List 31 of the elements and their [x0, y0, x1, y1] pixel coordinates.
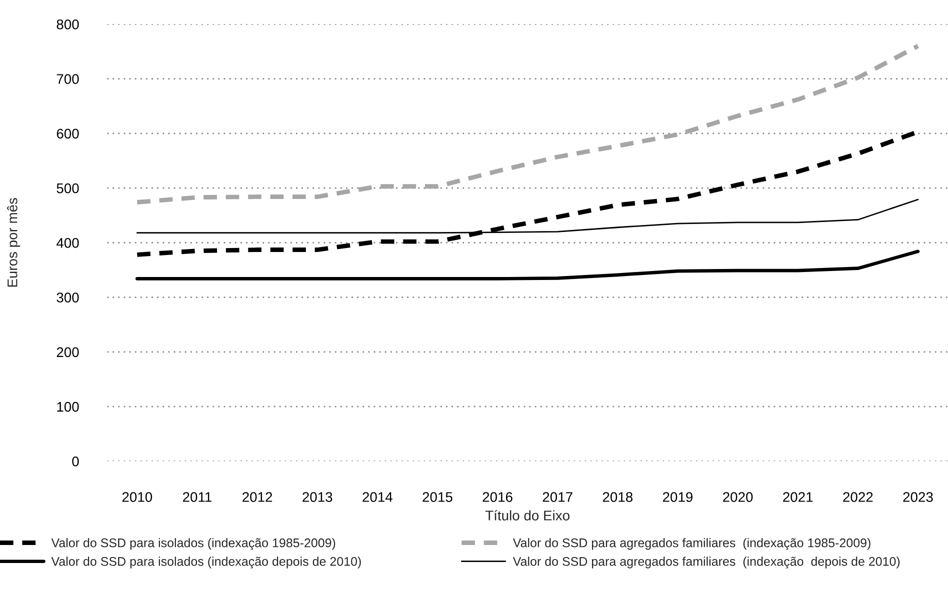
y-tick-label: 500: [56, 183, 79, 194]
x-tick-label: 2018: [602, 492, 632, 502]
x-axis-title: Título do Eixo: [485, 510, 570, 520]
x-tick-label: 2013: [302, 492, 332, 502]
y-tick-label: 300: [56, 292, 79, 302]
x-tick-label: 2021: [783, 492, 813, 502]
x-tick-label: 2022: [843, 492, 873, 502]
y-axis-title: Euros por mês: [7, 198, 20, 287]
y-tick-label: 800: [56, 19, 79, 30]
y-tick-label: 0: [72, 456, 79, 466]
y-tick-label: 200: [56, 347, 79, 358]
legend-label: Valor do SSD para isolados (indexação 1985-2009): [51, 538, 336, 550]
x-tick-label: 2012: [242, 492, 272, 502]
x-tick-label: 2020: [723, 492, 753, 502]
y-tick-label: 700: [56, 74, 79, 84]
legend-label: Valor do SSD para agregados familiares (indexação depois de 2010): [512, 556, 900, 568]
y-tick-label: 100: [57, 402, 79, 412]
x-tick-label: 2019: [662, 492, 693, 502]
x-tick-label: 2016: [482, 492, 512, 502]
line-series: [134, 44, 920, 204]
x-tick-label: 2015: [422, 492, 452, 502]
legend-label: Valor do SSD para isolados (indexação depois de 2010): [51, 556, 361, 568]
x-tick-label: 2014: [362, 492, 392, 502]
x-tick-label: 2023: [903, 492, 933, 502]
line-series: [135, 250, 920, 280]
x-tick-label: 2011: [182, 492, 212, 502]
y-tick-label: 400: [56, 238, 79, 248]
x-tick-label: 2010: [122, 492, 152, 502]
y-tick-label: 600: [56, 128, 79, 139]
legend-label: Valor do SSD para agregados familiares (indexação 1985-2009): [512, 538, 870, 550]
x-tick-label: 2017: [542, 492, 572, 502]
